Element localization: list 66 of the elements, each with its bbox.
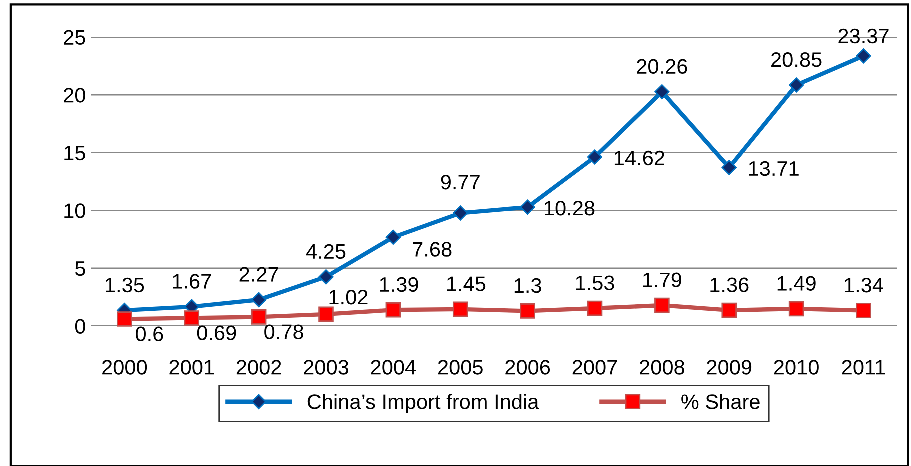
data-label: 1.3 [514, 278, 542, 294]
data-label: 1.67 [173, 274, 212, 289]
x-tick-label: 2011 [842, 360, 886, 375]
point [318, 306, 334, 322]
data-label: 2.27 [240, 267, 278, 282]
legend-label: China’s Import from India [308, 394, 540, 414]
data-label: 4.25 [306, 244, 346, 260]
data-label: 1.35 [106, 278, 144, 293]
point [654, 298, 670, 314]
x-tick-label: 2006 [506, 360, 550, 375]
point [856, 303, 872, 318]
data-label: 14.62 [614, 150, 664, 166]
data-label: 1.79 [644, 272, 682, 288]
x-tick-label: 2005 [438, 360, 483, 375]
y-tick-label: 10 [64, 204, 86, 218]
legend-label: % Share [682, 394, 760, 410]
point [520, 304, 536, 319]
point [856, 48, 872, 64]
data-label: 0.78 [264, 324, 304, 340]
data-label: 7.68 [413, 242, 452, 257]
point [251, 310, 267, 325]
point [587, 150, 603, 165]
x-tick-label: 2001 [170, 360, 214, 375]
data-label: 1.39 [380, 277, 418, 292]
data-label: 1.45 [447, 276, 486, 292]
x-tick-label: 2009 [707, 360, 752, 375]
point [453, 206, 468, 221]
point [722, 302, 738, 318]
data-label: 13.71 [749, 161, 799, 176]
y-tick-label: 15 [64, 146, 86, 161]
point [318, 270, 334, 285]
data-label: 1.34 [845, 278, 884, 293]
data-label: 0.69 [197, 326, 236, 340]
point [788, 78, 804, 93]
point [722, 160, 737, 176]
x-tick-label: 2007 [572, 360, 618, 375]
y-tick-label: 0 [75, 319, 86, 334]
point [587, 300, 603, 316]
x-tick-label: 2000 [102, 360, 148, 375]
x-tick-label: 2002 [236, 360, 282, 375]
point [386, 302, 402, 318]
point [452, 302, 468, 318]
data-label: 1.49 [778, 276, 816, 291]
data-label: 1.02 [330, 290, 368, 305]
point [251, 292, 267, 308]
point [184, 310, 200, 326]
x-tick-label: 2004 [371, 360, 416, 375]
data-label: 23.37 [838, 28, 889, 44]
data-label: 1.53 [576, 276, 614, 291]
point [520, 200, 536, 215]
data-label: 20.26 [637, 59, 688, 74]
point [117, 312, 132, 327]
point [788, 301, 804, 317]
x-tick-label: 2008 [640, 360, 684, 375]
x-tick-label: 2010 [774, 360, 819, 375]
point [654, 84, 670, 100]
y-tick-label: 5 [75, 262, 86, 276]
data-label: 9.77 [441, 174, 480, 190]
data-label: 10.28 [545, 201, 595, 216]
y-tick-label: 25 [64, 30, 86, 46]
x-tick-label: 2003 [304, 360, 349, 375]
y-tick-label: 20 [64, 88, 86, 103]
point [386, 230, 402, 246]
data-label: 1.36 [710, 278, 749, 292]
data-label: 20.85 [772, 52, 822, 68]
data-label: 0.6 [136, 326, 164, 342]
